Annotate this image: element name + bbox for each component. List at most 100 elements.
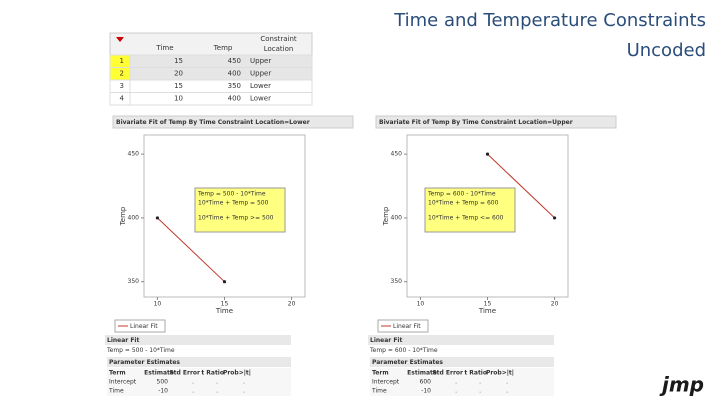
y-tick-label: 350: [128, 278, 140, 285]
estimates-header: Term: [109, 370, 126, 377]
point: [222, 280, 227, 284]
menu-icon: [116, 37, 124, 42]
column-header: Temp: [213, 44, 233, 52]
point: [155, 216, 160, 220]
annotation: 10*Time + Temp = 500: [198, 200, 269, 207]
annotation: Temp = 500 - 10*Time: [197, 191, 266, 198]
logo: jmp: [659, 373, 704, 397]
estimates-cell: .: [192, 379, 194, 386]
estimates-cell: Intercept: [372, 379, 400, 386]
estimates-cell: 600: [420, 379, 432, 386]
legend-box: [377, 319, 429, 333]
estimates-cell: .: [455, 379, 457, 386]
annotation: 10*Time + Temp = 600: [428, 200, 499, 207]
estimates-cell: 500: [157, 379, 169, 386]
fit-header-bg: [368, 335, 554, 345]
estimates-cell: .: [243, 388, 245, 395]
legend-label: Linear Fit: [130, 323, 158, 330]
x-tick-label: 10: [417, 301, 425, 308]
legend-label: Linear Fit: [393, 323, 421, 330]
fit-line: [157, 217, 225, 283]
annotation: Temp = 600 - 10*Time: [427, 191, 496, 198]
estimates-header: Std Error: [432, 370, 463, 377]
estimates-header: Prob>|t|: [486, 370, 514, 377]
cell: 15: [174, 57, 183, 65]
cell: 400: [228, 70, 241, 78]
column-header: Time: [155, 44, 173, 52]
fit-title: Linear Fit: [107, 337, 139, 344]
row-number: 2: [120, 70, 124, 78]
estimates-title: Parameter Estimates: [372, 359, 443, 366]
row-bg: [129, 79, 313, 93]
cell: 10: [174, 95, 183, 103]
estimates-cell: -10: [158, 388, 168, 395]
estimates-cell: .: [455, 388, 457, 395]
row-number: 1: [120, 57, 124, 65]
x-tick-label: 10: [154, 301, 162, 308]
slide-title: Time and Temperature Constraints: [393, 10, 706, 31]
estimates-cell: .: [192, 388, 194, 395]
estimates-title: Parameter Estimates: [109, 359, 180, 366]
estimates-header: Std Error: [169, 370, 200, 377]
column-header: Constraint Location: [260, 35, 297, 53]
estimates-cell: .: [216, 379, 218, 386]
estimates-cell: .: [506, 379, 508, 386]
cell: Lower: [250, 95, 271, 103]
y-axis-label: Temp: [119, 206, 127, 226]
estimates-header: t Ratio: [464, 370, 487, 377]
estimates-header: t Ratio: [201, 370, 224, 377]
cell: 400: [228, 95, 241, 103]
annotation: 10*Time + Temp >= 500: [198, 215, 274, 222]
estimates-cell: Intercept: [109, 379, 137, 386]
fit-equation: Temp = 500 - 10*Time: [106, 347, 175, 354]
estimates-header-bg: [107, 357, 291, 367]
x-tick-label: 15: [484, 301, 492, 308]
estimates-cell: .: [243, 379, 245, 386]
cell: 450: [228, 57, 241, 65]
fit-title: Linear Fit: [370, 337, 402, 344]
panel-title: Bivariate Fit of Temp By Time Constraint…: [116, 119, 310, 126]
cell: 350: [228, 82, 241, 90]
estimates-cell: .: [479, 388, 481, 395]
estimates-cell: .: [506, 388, 508, 395]
x-axis-label: Time: [478, 307, 496, 315]
cell: 15: [174, 82, 183, 90]
row-number-bg: [109, 92, 131, 106]
cell: Lower: [250, 82, 271, 90]
estimates-cell: .: [479, 379, 481, 386]
slide-subtitle: Uncoded: [627, 40, 706, 61]
estimates-cell: Time: [371, 388, 387, 395]
cell: Upper: [250, 70, 271, 78]
row-number: 4: [120, 95, 125, 103]
point: [485, 152, 490, 156]
legend-box: [114, 319, 166, 333]
estimates-header-bg: [370, 357, 554, 367]
estimates-header: Estimate: [144, 370, 174, 377]
estimates-header: Estimate: [407, 370, 437, 377]
estimates-cell: Time: [108, 388, 124, 395]
estimates-grid-bg: [107, 368, 291, 396]
x-tick-label: 20: [551, 301, 559, 308]
estimates-cell: .: [216, 388, 218, 395]
point: [552, 216, 557, 220]
y-tick-label: 350: [391, 278, 403, 285]
annotation: 10*Time + Temp <= 600: [428, 215, 504, 222]
fit-line: [487, 153, 555, 219]
fit-equation: Temp = 600 - 10*Time: [369, 347, 438, 354]
estimates-header: Term: [372, 370, 389, 377]
x-tick-label: 20: [288, 301, 296, 308]
row-bg: [129, 92, 313, 106]
cell: Upper: [250, 57, 271, 65]
row-bg: [129, 67, 313, 81]
estimates-cell: -10: [421, 388, 431, 395]
estimates-grid-bg: [370, 368, 554, 396]
y-tick-label: 400: [128, 214, 140, 221]
panel-title-bg: [112, 115, 354, 129]
panel-title-bg: [375, 115, 617, 129]
row-number: 3: [120, 82, 124, 90]
y-tick-label: 450: [128, 151, 140, 158]
x-axis-label: Time: [215, 307, 233, 315]
table-header-bg: [109, 32, 313, 58]
cell: 20: [174, 70, 183, 78]
